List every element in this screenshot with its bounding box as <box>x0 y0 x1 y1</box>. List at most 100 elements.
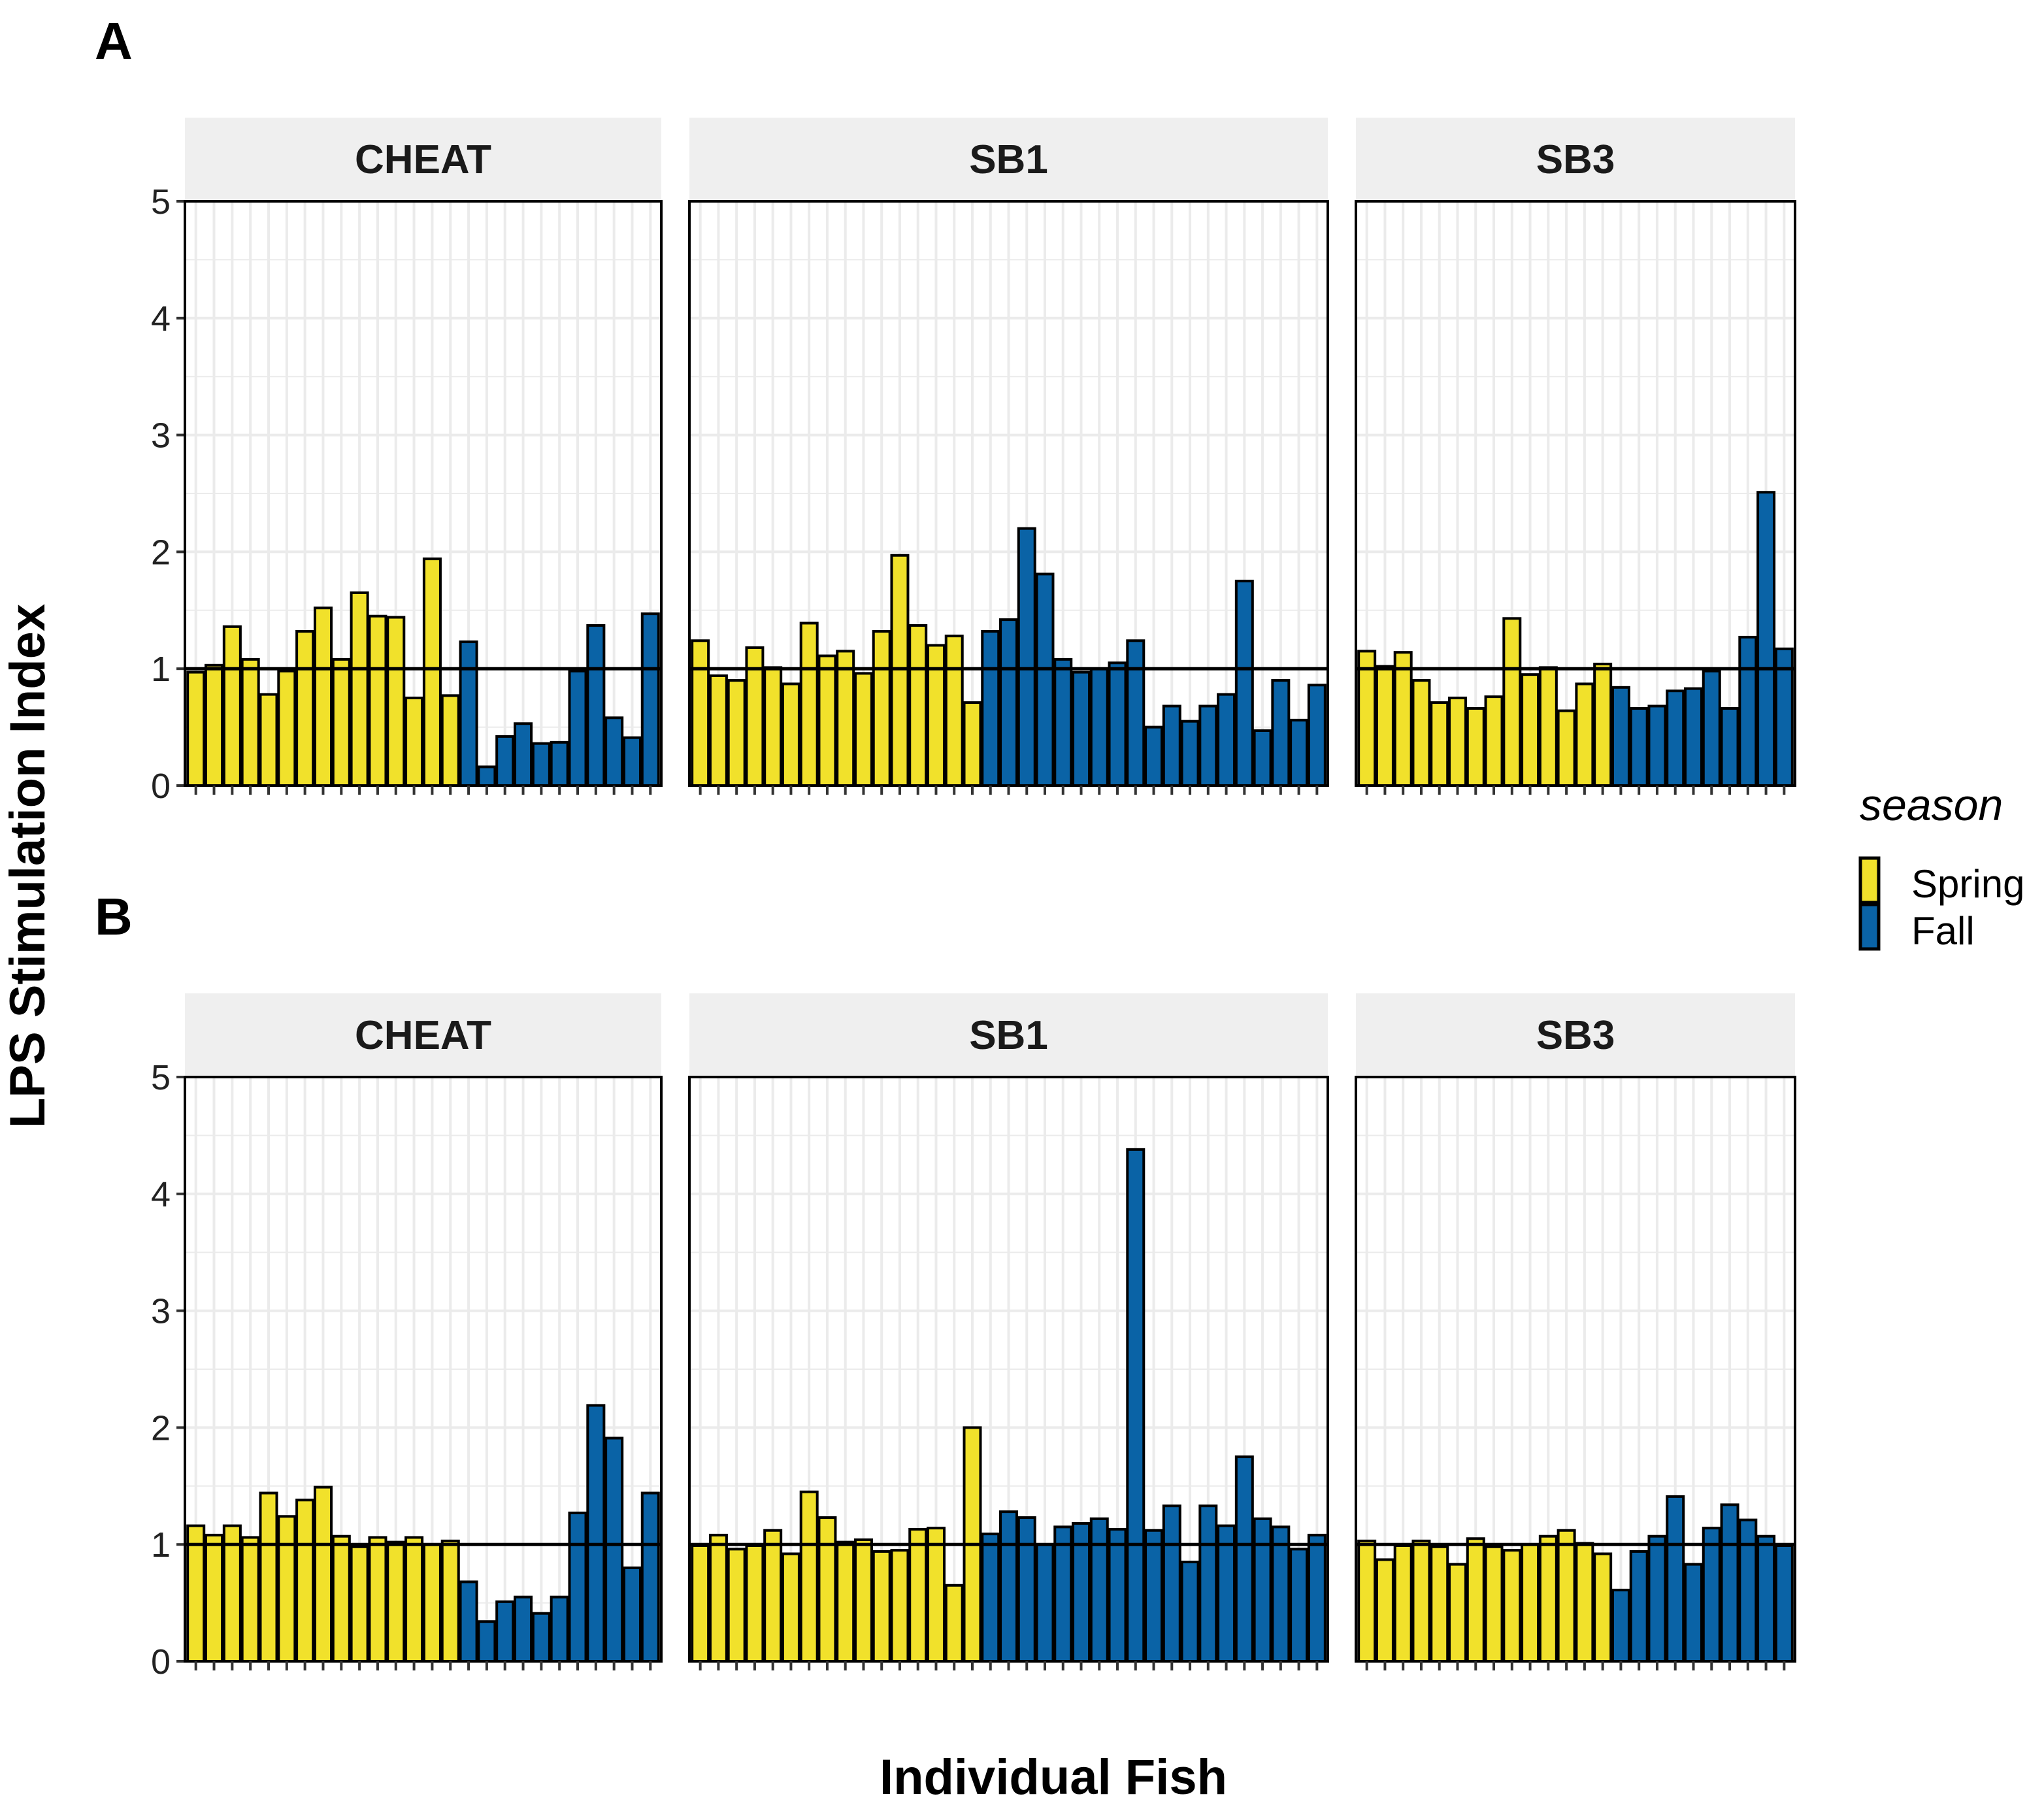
bar-spring <box>745 646 765 787</box>
facet-strip-label: CHEAT <box>355 137 491 182</box>
bar-spring <box>1375 665 1394 788</box>
bar-spring <box>440 694 460 787</box>
bar-fall <box>1253 1517 1272 1663</box>
bar-spring <box>277 1515 297 1663</box>
bar-spring <box>1448 696 1468 788</box>
bar-spring <box>890 554 910 787</box>
bar-fall <box>1035 1543 1055 1663</box>
bar-fall <box>1053 657 1073 787</box>
bar-spring <box>745 1544 765 1663</box>
bar-spring <box>799 1490 819 1663</box>
legend-label-spring: Spring <box>1911 862 2024 906</box>
bar-fall <box>1126 1148 1146 1663</box>
bar-fall <box>1144 725 1164 787</box>
facet-strip <box>1356 118 1795 201</box>
bar-fall <box>1180 1561 1200 1663</box>
bar-fall <box>1162 1504 1181 1663</box>
bar-fall <box>1180 720 1200 788</box>
bar-fall <box>459 640 478 787</box>
bar-fall <box>1738 635 1758 788</box>
bar-spring <box>908 1527 928 1663</box>
bar-fall <box>1198 705 1218 788</box>
bar-fall <box>1035 573 1055 787</box>
bar-fall <box>1684 1563 1703 1663</box>
bar-spring <box>872 1550 891 1663</box>
legend-label-fall: Fall <box>1911 909 1975 953</box>
bar-spring <box>1593 1552 1613 1663</box>
bar-spring <box>295 629 315 788</box>
bar-spring <box>1430 1545 1449 1663</box>
bar-spring <box>908 624 928 787</box>
facet-strip <box>1356 993 1795 1077</box>
bar-spring <box>1393 651 1413 788</box>
bar-fall <box>1647 705 1667 788</box>
legend-swatch-fall <box>1858 903 1881 951</box>
y-tick-label: 3 <box>151 1292 171 1331</box>
bar-fall <box>586 624 606 787</box>
bar-fall <box>1720 706 1739 787</box>
facet-sb3: SB3 <box>1355 118 1796 795</box>
bar-spring <box>691 639 710 788</box>
bar-fall <box>1162 705 1181 788</box>
bar-fall <box>1144 1529 1164 1663</box>
legend-swatch-spring <box>1858 856 1881 904</box>
bar-fall <box>1017 1516 1036 1663</box>
facet-strip <box>689 993 1328 1077</box>
y-tick-label: 0 <box>151 767 171 806</box>
bar-spring <box>781 682 800 787</box>
bar-spring <box>926 1527 946 1663</box>
panels-layer: A 0 1 2 3 4 5 CHEAT SB1 SB3 B 0 1 2 3 4 5 CHEAT SB1 SB3 <box>95 12 1796 1682</box>
legend: season Spring Fall <box>1858 780 2024 953</box>
bar-spring <box>1575 682 1594 787</box>
bar-spring <box>186 671 206 787</box>
bar-spring <box>853 672 873 788</box>
y-tick-label: 5 <box>151 1058 171 1097</box>
bar-fall <box>604 716 624 788</box>
facet-strip-label: SB3 <box>1536 1013 1615 1058</box>
bar-fall <box>1072 671 1091 787</box>
bar-fall <box>622 1566 642 1663</box>
bar-fall <box>622 736 642 788</box>
bar-spring <box>386 616 406 787</box>
bar-fall <box>477 765 497 787</box>
bar-spring <box>1521 673 1540 788</box>
bar-fall <box>531 1612 551 1663</box>
bar-fall <box>1017 527 1036 787</box>
bar-spring <box>1521 1543 1540 1663</box>
bar-spring <box>240 657 260 787</box>
facet-strip-label: SB1 <box>969 1013 1048 1058</box>
facet-strip <box>185 993 661 1077</box>
bar-spring <box>368 1536 387 1663</box>
bar-spring <box>1411 1539 1431 1663</box>
bar-spring <box>836 650 855 787</box>
bar-spring <box>404 696 424 788</box>
bar-fall <box>1108 661 1127 788</box>
bar-spring <box>222 625 242 787</box>
bar-spring <box>331 1535 351 1663</box>
bar-spring <box>1393 1544 1413 1663</box>
bar-fall <box>477 1620 497 1663</box>
bar-spring <box>422 557 442 787</box>
bar-spring <box>1411 679 1431 787</box>
facet-border <box>1355 200 1796 787</box>
bar-spring <box>727 679 746 787</box>
bar-fall <box>550 740 569 787</box>
bar-spring <box>404 1536 424 1663</box>
bar-fall <box>1666 689 1685 787</box>
bar-spring <box>763 666 783 787</box>
bar-fall <box>1126 639 1146 788</box>
bar-spring <box>350 1545 369 1663</box>
bar-spring <box>1538 1535 1558 1663</box>
bar-fall <box>568 669 587 787</box>
bar-spring <box>313 606 333 787</box>
bar-fall <box>1774 1544 1794 1663</box>
bar-spring <box>350 591 369 787</box>
bar-spring <box>1448 1563 1468 1663</box>
bar-spring <box>727 1548 746 1663</box>
bar-spring <box>872 629 891 788</box>
bar-fall <box>1217 693 1236 788</box>
bar-fall <box>1234 1455 1254 1663</box>
bar-spring <box>259 1491 278 1663</box>
bar-fall <box>1666 1495 1685 1663</box>
facet-border <box>184 200 663 787</box>
